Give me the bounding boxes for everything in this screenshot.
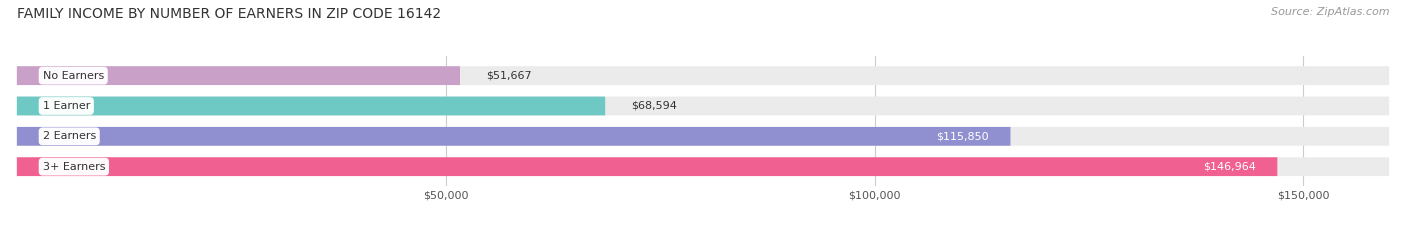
Text: FAMILY INCOME BY NUMBER OF EARNERS IN ZIP CODE 16142: FAMILY INCOME BY NUMBER OF EARNERS IN ZI… [17,7,441,21]
FancyBboxPatch shape [17,127,1389,146]
Text: 3+ Earners: 3+ Earners [42,162,105,172]
FancyBboxPatch shape [17,97,1389,115]
FancyBboxPatch shape [17,97,605,115]
FancyBboxPatch shape [17,157,1389,176]
Text: Source: ZipAtlas.com: Source: ZipAtlas.com [1271,7,1389,17]
Text: 1 Earner: 1 Earner [42,101,90,111]
Text: $146,964: $146,964 [1204,162,1256,172]
FancyBboxPatch shape [17,127,1011,146]
FancyBboxPatch shape [17,66,1389,85]
Text: $68,594: $68,594 [631,101,676,111]
Text: $51,667: $51,667 [485,71,531,81]
Text: $115,850: $115,850 [936,131,988,141]
FancyBboxPatch shape [17,157,1277,176]
Text: No Earners: No Earners [42,71,104,81]
FancyBboxPatch shape [17,66,460,85]
Text: 2 Earners: 2 Earners [42,131,96,141]
